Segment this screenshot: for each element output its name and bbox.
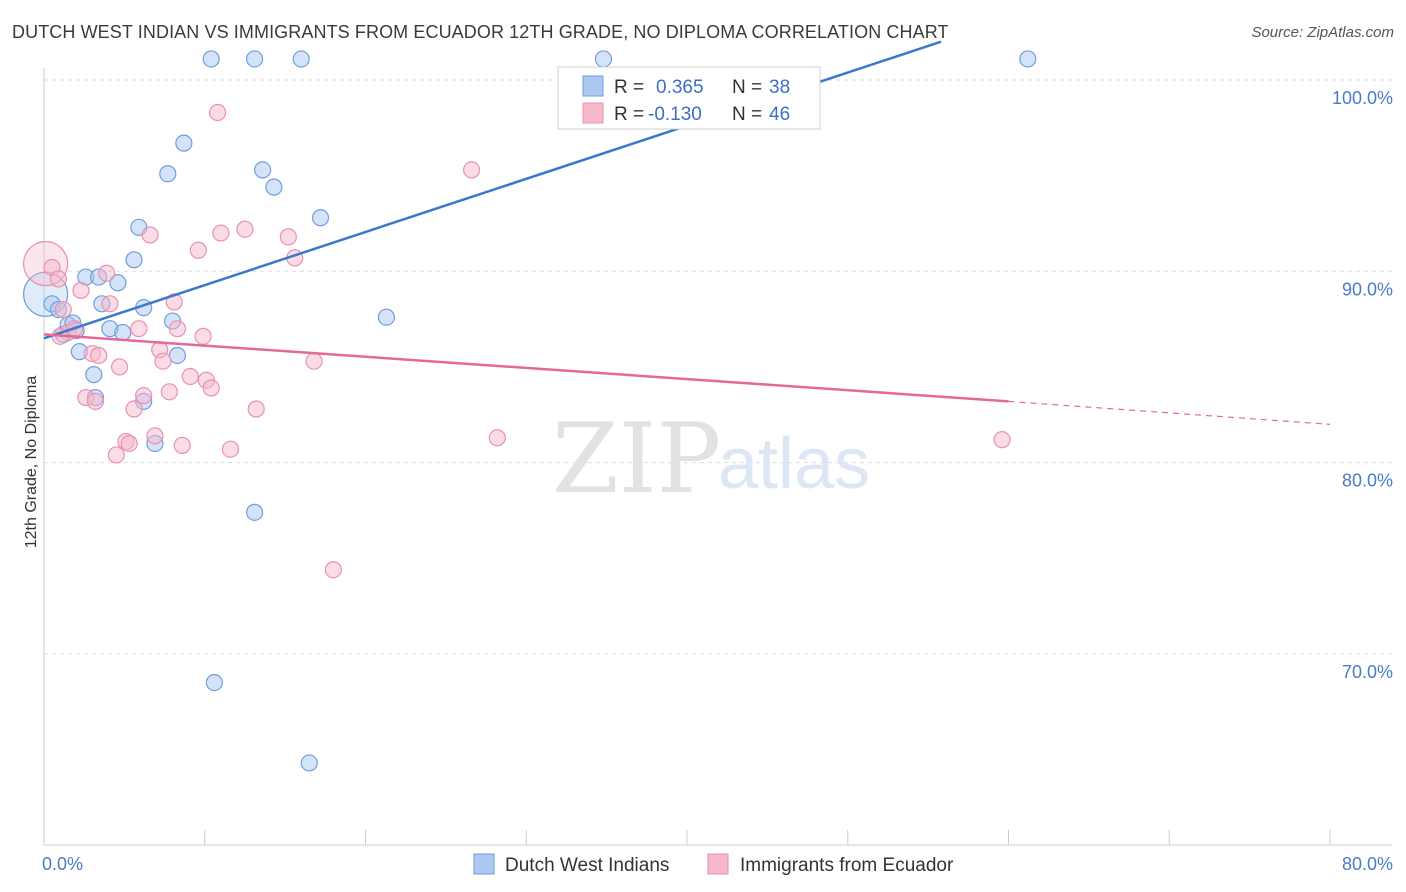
point-immigrants-ecuador bbox=[86, 392, 105, 410]
point-immigrants-ecuador bbox=[160, 383, 178, 401]
point-immigrants-ecuador bbox=[194, 327, 212, 345]
point-dutch-west-indians bbox=[292, 50, 310, 68]
point-immigrants-ecuador bbox=[462, 161, 481, 179]
point-immigrants-ecuador bbox=[181, 367, 199, 386]
x-tick-label-max: 80.0% bbox=[1342, 854, 1393, 874]
point-immigrants-ecuador bbox=[101, 295, 119, 313]
point-immigrants-ecuador bbox=[120, 434, 138, 453]
point-dutch-west-indians bbox=[254, 161, 272, 179]
series-legend: Dutch West Indians Immigrants from Ecuad… bbox=[473, 853, 954, 876]
source-label: Source: ZipAtlas.com bbox=[1251, 24, 1394, 41]
point-immigrants-ecuador bbox=[146, 427, 164, 445]
point-immigrants-ecuador bbox=[110, 358, 129, 376]
series-legend-swatch-blue bbox=[473, 853, 495, 875]
point-immigrants-ecuador bbox=[212, 224, 230, 242]
point-dutch-west-indians bbox=[245, 503, 264, 521]
point-immigrants-ecuador bbox=[279, 228, 297, 246]
series-legend-label-blue: Dutch West Indians bbox=[505, 855, 669, 876]
point-immigrants-ecuador bbox=[247, 400, 265, 418]
watermark-atlas: atlas bbox=[718, 424, 870, 504]
point-dutch-west-indians bbox=[175, 134, 193, 152]
y-tick-label: 100.0% bbox=[1332, 88, 1393, 108]
point-immigrants-ecuador bbox=[209, 103, 227, 122]
point-dutch-west-indians bbox=[205, 673, 223, 692]
point-dutch-west-indians bbox=[125, 251, 143, 269]
point-immigrants-ecuador bbox=[305, 352, 323, 370]
legend-swatch-blue bbox=[582, 75, 604, 97]
point-dutch-west-indians bbox=[168, 346, 187, 365]
point-immigrants-ecuador bbox=[488, 429, 506, 447]
point-immigrants-ecuador bbox=[236, 220, 254, 238]
point-immigrants-ecuador bbox=[98, 264, 116, 282]
legend-r-value-blue: 0.365 bbox=[656, 77, 704, 98]
point-immigrants-ecuador bbox=[135, 387, 153, 405]
y-tick-label: 80.0% bbox=[1342, 471, 1393, 491]
legend-r-label-pink: R = bbox=[614, 104, 644, 125]
point-immigrants-ecuador bbox=[154, 352, 172, 370]
point-immigrants-ecuador bbox=[173, 436, 191, 454]
y-tick-label: 70.0% bbox=[1342, 662, 1393, 682]
point-immigrants-ecuador bbox=[202, 379, 220, 397]
series-legend-swatch-pink bbox=[707, 853, 729, 875]
point-immigrants-ecuador bbox=[130, 320, 148, 338]
legend-r-label-blue: R = bbox=[614, 77, 644, 98]
legend-r-value-pink: -0.130 bbox=[648, 104, 702, 125]
legend-n-label-pink: N = bbox=[732, 104, 762, 125]
point-dutch-west-indians bbox=[114, 323, 132, 342]
point-dutch-west-indians bbox=[159, 165, 177, 183]
point-dutch-west-indians bbox=[265, 178, 283, 196]
gridlines bbox=[44, 79, 1392, 655]
point-dutch-west-indians bbox=[594, 50, 613, 68]
point-immigrants-ecuador bbox=[993, 431, 1011, 449]
point-dutch-west-indians bbox=[245, 50, 264, 68]
point-immigrants-ecuador bbox=[125, 400, 143, 418]
point-immigrants-ecuador bbox=[107, 446, 125, 464]
point-dutch-west-indians bbox=[1019, 50, 1037, 68]
trend-line-pink bbox=[43, 333, 1009, 403]
legend-n-label-blue: N = bbox=[732, 77, 762, 98]
point-dutch-west-indians bbox=[311, 209, 330, 227]
legend-swatch-pink bbox=[582, 102, 604, 124]
point-immigrants-ecuador bbox=[168, 320, 187, 338]
axes bbox=[43, 68, 1392, 846]
trend-line-extension-pink bbox=[1008, 400, 1331, 425]
series-legend-label-pink: Immigrants from Ecuador bbox=[740, 855, 954, 876]
point-immigrants-ecuador bbox=[90, 346, 108, 365]
point-immigrants-ecuador bbox=[72, 281, 90, 300]
chart-title: DUTCH WEST INDIAN VS IMMIGRANTS FROM ECU… bbox=[12, 22, 949, 42]
point-immigrants-ecuador bbox=[189, 241, 207, 259]
x-ticks bbox=[204, 830, 1331, 845]
point-immigrants-ecuador bbox=[54, 300, 72, 319]
x-tick-label-min: 0.0% bbox=[42, 854, 83, 874]
stats-legend: R = 0.365 N = 38 R = -0.130 N = 46 bbox=[557, 66, 821, 130]
watermark: ZIP atlas bbox=[552, 403, 870, 515]
point-dutch-west-indians bbox=[109, 274, 127, 292]
point-dutch-west-indians bbox=[377, 308, 395, 326]
point-immigrants-ecuador bbox=[324, 561, 342, 579]
y-tick-labels: 100.0% 90.0% 80.0% 70.0% bbox=[1332, 88, 1393, 682]
point-immigrants-ecuador bbox=[49, 270, 68, 288]
point-immigrants-ecuador bbox=[141, 226, 159, 244]
y-axis-label: 12th Grade, No Diploma bbox=[23, 376, 40, 549]
scatter-points bbox=[23, 50, 1037, 772]
point-dutch-west-indians bbox=[85, 366, 103, 384]
point-dutch-west-indians bbox=[300, 754, 318, 772]
legend-n-value-blue: 38 bbox=[769, 77, 790, 98]
y-tick-label: 90.0% bbox=[1342, 279, 1393, 299]
legend-n-value-pink: 46 bbox=[769, 104, 790, 125]
point-dutch-west-indians bbox=[202, 50, 220, 68]
watermark-zip: ZIP bbox=[552, 403, 721, 515]
point-immigrants-ecuador bbox=[221, 440, 240, 458]
